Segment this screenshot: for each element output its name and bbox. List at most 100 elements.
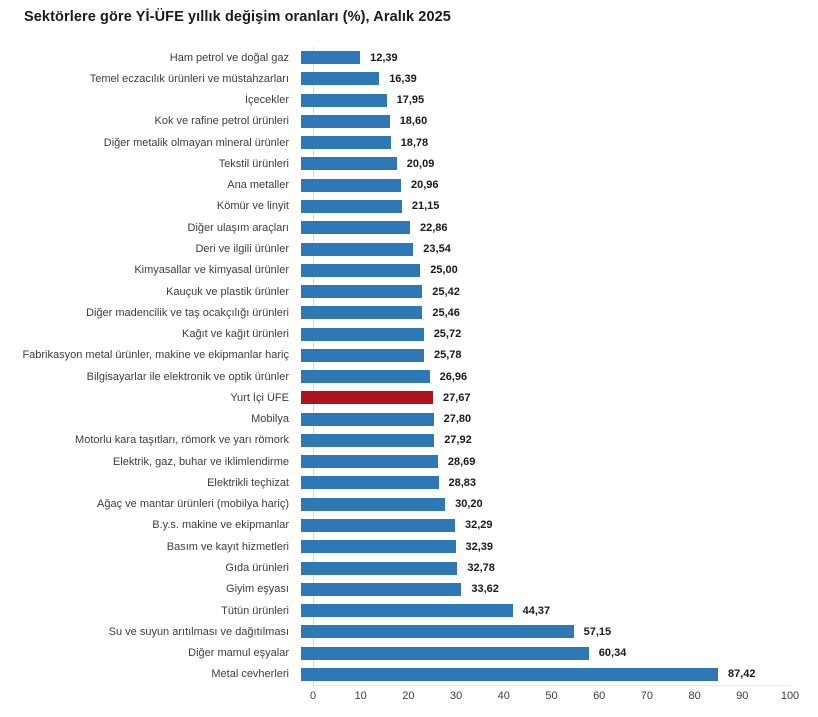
bar <box>301 518 455 532</box>
bar-track: 25,42 <box>301 281 806 302</box>
category-label: Yurt İçi ÜFE <box>230 391 289 404</box>
bar-track: 23,54 <box>301 238 806 259</box>
category-label: Ham petrol ve doğal gaz <box>169 51 289 64</box>
value-label: 20,09 <box>406 157 435 170</box>
table-row: B.y.s. makine ve ekipmanlar 32,29 <box>0 515 818 536</box>
category-label: Fabrikasyon metal ürünler, makine ve eki… <box>22 349 289 362</box>
value-label: 27,80 <box>443 413 472 426</box>
x-axis-tick: 100 <box>780 690 800 702</box>
table-row: Ana metaller 20,96 <box>0 175 818 196</box>
bar <box>301 348 424 362</box>
value-label: 32,29 <box>465 519 493 532</box>
table-row: Kauçuk ve plastik ürünler 25,42 <box>0 281 818 302</box>
table-row: Diğer mamul eşyalar 60,34 <box>0 642 818 663</box>
bar <box>301 412 434 426</box>
category-label: Kömür ve linyit <box>216 200 289 213</box>
bar-track: 17,95 <box>301 90 806 111</box>
table-row: Basım ve kayıt hizmetleri 32,39 <box>0 536 818 557</box>
value-label: 32,39 <box>465 540 494 553</box>
category-label: Deri ve ilgili ürünler <box>195 243 289 256</box>
table-row: İçecekler 17,95 <box>0 90 818 111</box>
bar-track: 32,39 <box>301 536 806 557</box>
category-label: Ana metaller <box>227 179 289 192</box>
bar <box>301 178 401 192</box>
category-label: Elektrik, gaz, buhar ve iklimlendirme <box>112 455 289 468</box>
value-label: 25,00 <box>430 264 458 277</box>
value-label: 27,67 <box>443 391 471 404</box>
value-label: 22,86 <box>420 221 448 234</box>
table-row: Tekstil ürünleri 20,09 <box>0 153 818 174</box>
value-label: 20,96 <box>411 179 439 192</box>
bar <box>301 199 402 213</box>
value-label: 25,42 <box>432 285 460 298</box>
table-row: Yurt İçi ÜFE 27,67 <box>0 387 818 408</box>
table-row: Kömür ve linyit 21,15 <box>0 196 818 217</box>
bar <box>301 93 387 107</box>
table-row: Diğer madencilik ve taş ocakçılığı ürünl… <box>0 302 818 323</box>
x-axis-tick: 30 <box>449 690 463 702</box>
value-label: 57,15 <box>583 625 612 638</box>
x-axis-tick: 60 <box>593 690 606 702</box>
table-row: Metal cevherleri 87,42 <box>0 664 818 685</box>
table-row: Deri ve ilgili ürünler 23,54 <box>0 238 818 259</box>
bar <box>301 497 446 511</box>
bar-track: 60,34 <box>301 642 806 663</box>
table-row: Elektrik, gaz, buhar ve iklimlendirme 28,… <box>0 451 818 472</box>
table-row: Bilgisayarlar ile elektronik ve optik ür… <box>0 366 818 387</box>
bar-track: 32,29 <box>301 515 806 536</box>
bar-track: 12,39 <box>301 47 806 68</box>
category-label: Diğer madencilik ve taş ocakçılığı ürünl… <box>86 306 289 319</box>
category-label: Basım ve kayıt hizmetleri <box>166 540 289 553</box>
bar <box>301 561 458 575</box>
value-label: 23,54 <box>423 243 451 256</box>
category-label: Diğer metalik olmayan mineral ürünler <box>103 136 289 149</box>
value-label: 25,78 <box>434 349 462 362</box>
bar-chart: Ham petrol ve doğal gaz 12,39 Temel eczacı… <box>0 47 818 685</box>
table-row: Temel eczacılık ürünleri ve müstahzarlar… <box>0 68 818 89</box>
value-label: 26,96 <box>439 370 468 383</box>
category-label: Tütün ürünleri <box>221 604 289 617</box>
value-label: 87,42 <box>728 668 756 681</box>
bar-track: 87,42 <box>301 664 806 685</box>
value-label: 25,46 <box>432 306 460 319</box>
value-label: 25,72 <box>433 328 462 341</box>
bar-track: 20,96 <box>301 175 806 196</box>
x-axis-tick: 70 <box>640 690 654 702</box>
bar-track: 25,00 <box>301 260 806 281</box>
bar-track: 25,46 <box>301 302 806 323</box>
table-row: Gıda ürünleri 32,78 <box>0 557 818 578</box>
bar <box>301 285 423 299</box>
bar <box>301 582 462 596</box>
bar-track: 27,92 <box>301 430 806 451</box>
bar <box>301 604 513 618</box>
bar-track: 28,69 <box>301 451 806 472</box>
category-label: Diğer ulaşım araçları <box>187 221 289 234</box>
category-label: Su ve suyun arıtılması ve dağıtılması <box>108 625 289 638</box>
bar <box>301 157 397 171</box>
bar-track: 18,78 <box>301 132 806 153</box>
bar-track: 18,60 <box>301 111 806 132</box>
value-label: 21,15 <box>411 200 440 213</box>
table-row: Diğer ulaşım araçları 22,86 <box>0 217 818 238</box>
category-label: Kağıt ve kağıt ürünleri <box>181 328 289 341</box>
category-label: Motorlu kara taşıtları, römork ve yarı r… <box>75 434 289 447</box>
x-axis-tick: 50 <box>545 690 558 702</box>
value-label: 18,60 <box>399 115 428 128</box>
x-axis-tick: 10 <box>354 690 367 702</box>
category-label: Tekstil ürünleri <box>218 157 289 170</box>
value-label: 28,69 <box>447 455 476 468</box>
value-label: 30,20 <box>455 498 483 511</box>
bar <box>301 476 439 490</box>
y-axis-line <box>313 47 314 685</box>
value-label: 16,39 <box>389 72 417 85</box>
bar <box>301 263 421 277</box>
bar-track: 44,37 <box>301 600 806 621</box>
bar <box>301 72 380 86</box>
bar-track: 32,78 <box>301 557 806 578</box>
bar-track: 28,83 <box>301 472 806 493</box>
category-label: Kok ve rafine petrol ürünleri <box>154 115 289 128</box>
table-row: Fabrikasyon metal ürünler, makine ve eki… <box>0 345 818 366</box>
category-label: Metal cevherleri <box>211 668 289 681</box>
category-label: Kimyasallar ve kimyasal ürünler <box>134 264 289 277</box>
value-label: 60,34 <box>598 647 627 660</box>
